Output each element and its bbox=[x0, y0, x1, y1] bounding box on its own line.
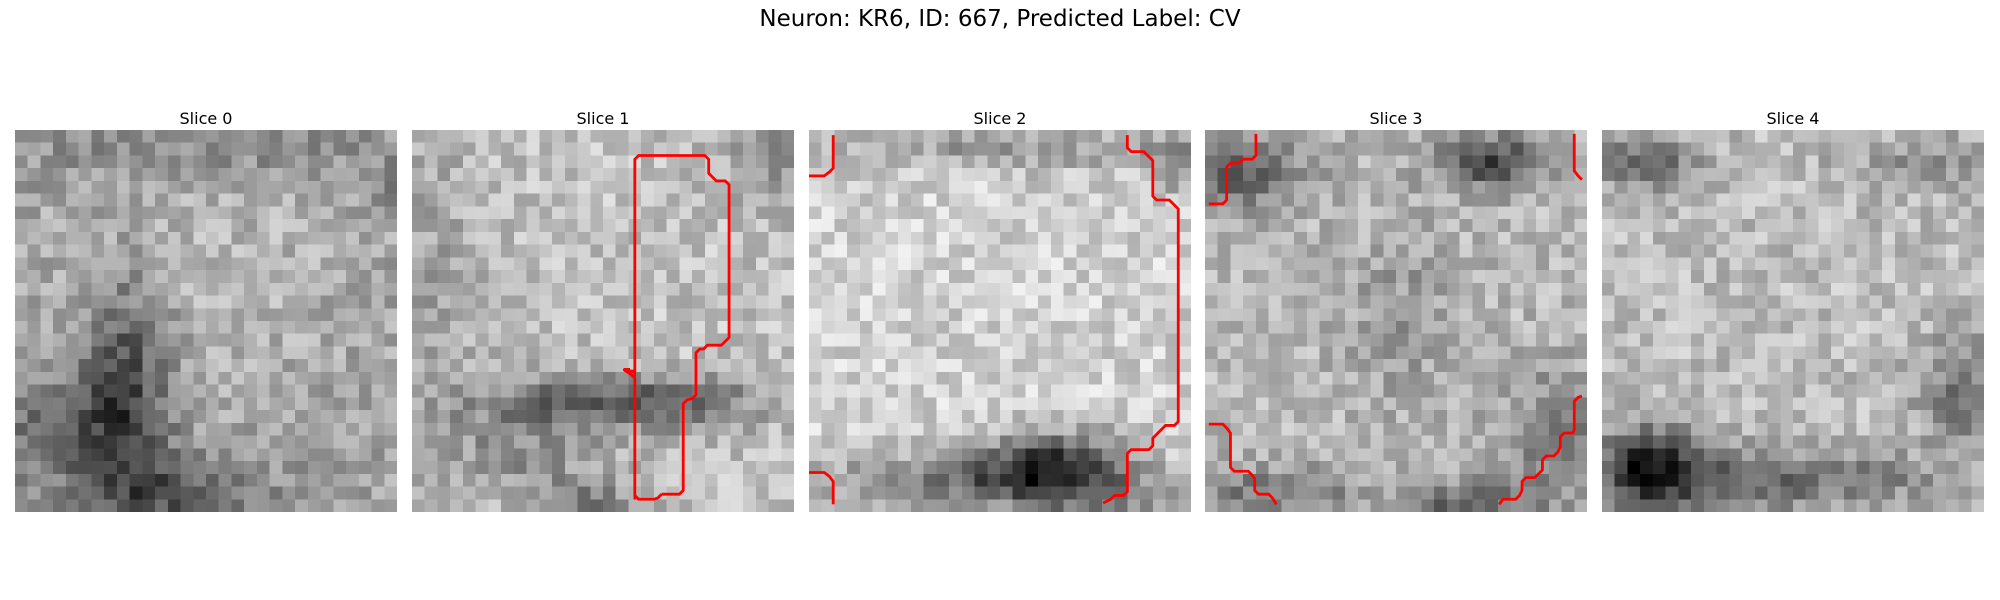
slice-panel-2: Slice 2 bbox=[809, 108, 1191, 512]
pixel-grid bbox=[1602, 130, 1984, 512]
figure-title: Neuron: KR6, ID: 667, Predicted Label: C… bbox=[759, 6, 1241, 32]
segmentation-contour bbox=[809, 135, 835, 178]
slice-image bbox=[412, 130, 794, 512]
slice-image bbox=[1205, 130, 1587, 512]
segmentation-contour bbox=[1572, 133, 1583, 181]
segmentation-contour bbox=[1208, 422, 1278, 506]
slice-image bbox=[1602, 130, 1984, 512]
segmentation-contour bbox=[809, 471, 835, 505]
segmentation-contour bbox=[1208, 133, 1258, 206]
slice-title: Slice 0 bbox=[179, 109, 233, 128]
segmentation-contour bbox=[1102, 135, 1180, 505]
pixel-grid bbox=[809, 130, 1191, 512]
slice-title: Slice 1 bbox=[576, 109, 630, 128]
segmentation-contour bbox=[623, 154, 731, 501]
pixel-grid bbox=[1205, 130, 1587, 512]
slice-panel-0: Slice 0 bbox=[15, 108, 397, 512]
segmentation-contour bbox=[1498, 394, 1583, 506]
pixel-grid bbox=[15, 130, 397, 512]
slice-title: Slice 3 bbox=[1369, 109, 1423, 128]
slice-panel-4: Slice 4 bbox=[1602, 108, 1984, 512]
slice-title: Slice 2 bbox=[973, 109, 1027, 128]
slice-image bbox=[15, 130, 397, 512]
slice-panel-3: Slice 3 bbox=[1205, 108, 1587, 512]
pixel-grid bbox=[412, 130, 794, 512]
slice-title: Slice 4 bbox=[1766, 109, 1820, 128]
slice-image bbox=[809, 130, 1191, 512]
slice-panel-1: Slice 1 bbox=[412, 108, 794, 512]
